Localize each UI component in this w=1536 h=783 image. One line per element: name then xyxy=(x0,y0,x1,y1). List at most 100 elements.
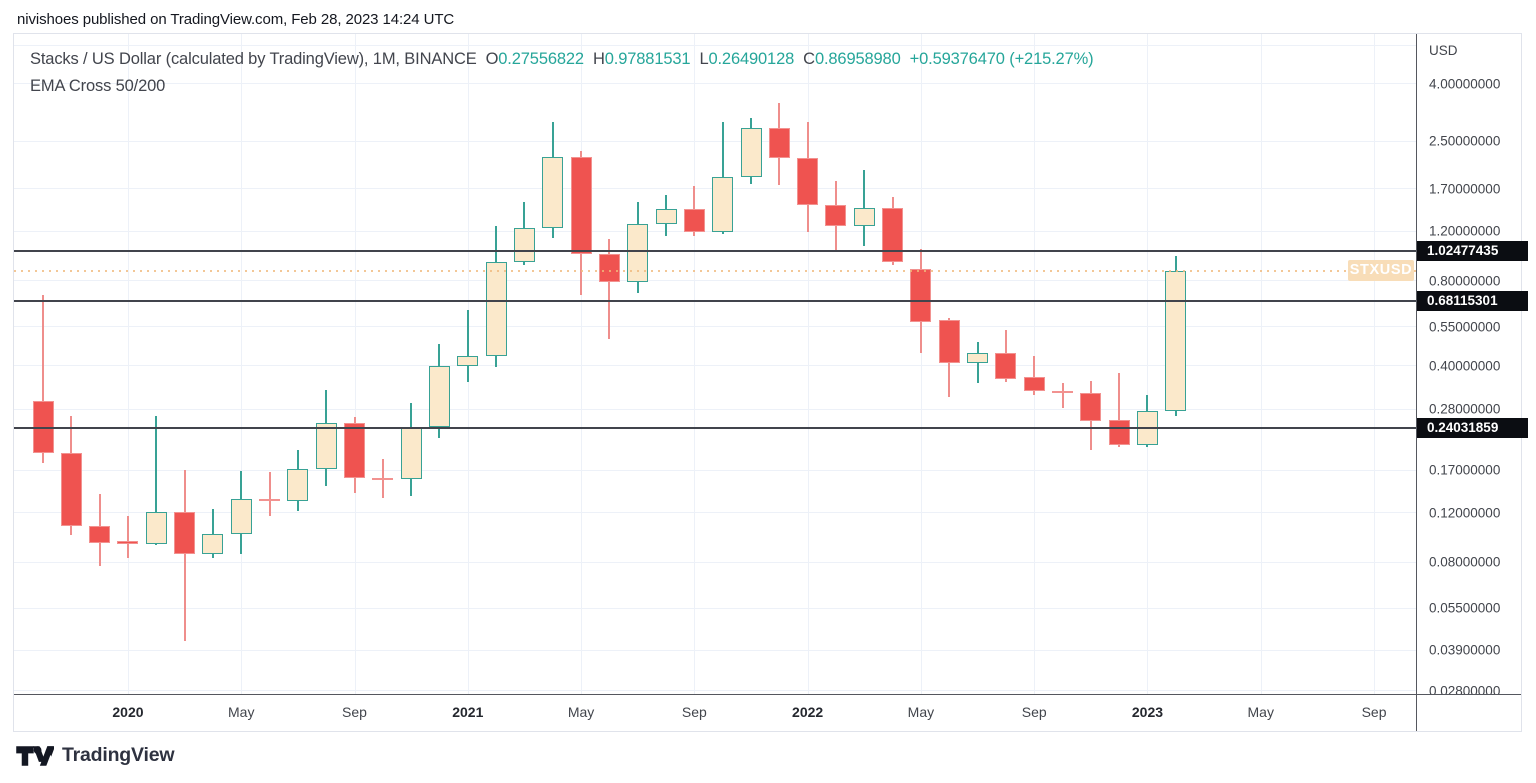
candle-wick xyxy=(42,295,44,464)
time-axis-label: May xyxy=(1247,704,1274,720)
price-axis-label: 0.40000000 xyxy=(1429,358,1501,374)
vertical-gridline xyxy=(1261,34,1262,694)
footer: TradingView xyxy=(16,744,175,767)
candle-body xyxy=(428,365,450,428)
candle-wick xyxy=(211,508,214,558)
candle-body xyxy=(174,511,196,554)
candle-body xyxy=(485,262,507,356)
horizontal-gridline xyxy=(14,280,1416,282)
price-axis-label: 0.80000000 xyxy=(1429,273,1501,289)
candle-body xyxy=(1052,390,1074,393)
time-axis-label: Sep xyxy=(342,704,367,720)
price-axis[interactable]: USD 4.00000000 2.50000000 1.70000000 1.2000… xyxy=(1416,34,1528,731)
candle-wick xyxy=(466,309,469,382)
vertical-gridline xyxy=(1374,34,1375,694)
candle-body xyxy=(570,156,592,254)
candle-wick xyxy=(268,471,271,516)
last-price-symbol-label: STXUSD xyxy=(1348,260,1414,282)
candle-body xyxy=(513,227,535,262)
horizontal-gridline xyxy=(14,408,1416,410)
ohlc-open: O0.27556822 xyxy=(485,50,585,68)
horizontal-gridline xyxy=(14,690,1416,692)
candle-body xyxy=(230,499,252,534)
horizontal-gridline xyxy=(14,607,1416,609)
vertical-gridline xyxy=(581,34,582,694)
candle-body xyxy=(344,423,366,479)
tradingview-logo-icon[interactable] xyxy=(16,745,54,767)
symbol-title[interactable]: Stacks / US Dollar (calculated by Tradin… xyxy=(30,50,477,68)
candle-wick xyxy=(126,515,129,558)
candle-body xyxy=(287,468,309,502)
vertical-gridline xyxy=(694,34,695,694)
horizontal-gridline xyxy=(14,561,1416,563)
price-axis-label: 0.28000000 xyxy=(1429,401,1501,417)
candle-body xyxy=(117,541,139,544)
price-level-line[interactable] xyxy=(14,299,1416,302)
horizontal-gridline xyxy=(14,649,1416,651)
price-level-badge: 0.68115301 xyxy=(1417,290,1528,311)
horizontal-gridline xyxy=(14,512,1416,514)
ohlc-low: L0.26490128 xyxy=(699,50,795,68)
time-axis-label: 2023 xyxy=(1131,704,1164,720)
candle-body xyxy=(627,223,649,283)
candle-body xyxy=(853,207,875,226)
indicator-legend[interactable]: EMA Cross 50/200 xyxy=(30,77,166,95)
vertical-gridline xyxy=(808,34,809,694)
chart-legend: Stacks / US Dollar (calculated by Tradin… xyxy=(30,46,1094,100)
horizontal-gridline xyxy=(14,326,1416,328)
time-axis-label: May xyxy=(567,704,595,720)
candle-body xyxy=(967,353,989,364)
price-axis-label: 0.08000000 xyxy=(1429,554,1501,570)
horizontal-gridline xyxy=(14,140,1416,142)
candle-body xyxy=(938,319,960,364)
candle-body xyxy=(683,208,705,233)
horizontal-gridline xyxy=(14,44,1416,46)
candle-wick xyxy=(1033,355,1036,396)
price-level-line[interactable] xyxy=(14,426,1416,429)
candle-body xyxy=(1080,392,1102,422)
candle-body xyxy=(882,207,904,263)
price-axis-label: 0.03900000 xyxy=(1429,642,1501,658)
horizontal-gridline xyxy=(14,83,1416,85)
candle-body xyxy=(740,127,762,177)
horizontal-gridline xyxy=(14,365,1416,367)
time-axis-label: 2022 xyxy=(792,704,824,720)
candle-body xyxy=(400,427,422,480)
ohlc-close: C0.86958980 xyxy=(803,50,901,68)
time-axis-label: May xyxy=(907,704,935,720)
time-axis-label: Sep xyxy=(1361,704,1387,720)
chart-pane[interactable]: Stacks / US Dollar (calculated by Tradin… xyxy=(14,34,1416,694)
candle-body xyxy=(825,204,847,226)
candle-body xyxy=(995,353,1017,380)
candle-body xyxy=(89,525,111,543)
currency-label: USD xyxy=(1429,43,1458,58)
candle-body xyxy=(598,253,620,283)
price-axis-label: 0.17000000 xyxy=(1429,462,1501,478)
candle-body xyxy=(768,127,790,158)
price-axis-label: 2.50000000 xyxy=(1429,133,1501,149)
time-axis-label: Sep xyxy=(681,704,707,720)
vertical-gridline xyxy=(921,34,922,694)
time-axis[interactable]: 2020 May Sep 2021 May Sep 2022 May Sep 2023 May Sep xyxy=(14,694,1521,731)
price-axis-label: 1.20000000 xyxy=(1429,223,1501,239)
time-axis-label: 2021 xyxy=(452,704,484,720)
candle-body xyxy=(1165,270,1187,412)
time-axis-label: Sep xyxy=(1021,704,1047,720)
axis-corner-divider xyxy=(1416,695,1417,731)
price-level-line[interactable] xyxy=(14,249,1416,252)
candle-body xyxy=(655,208,677,224)
candle-wick xyxy=(1118,372,1121,448)
vertical-gridline xyxy=(128,34,129,694)
chart-widget: Stacks / US Dollar (calculated by Tradin… xyxy=(13,33,1528,732)
candle-body xyxy=(315,423,337,469)
time-axis-label: May xyxy=(228,704,255,720)
candle-wick xyxy=(155,415,158,546)
price-level-badge: 0.24031859 xyxy=(1417,417,1528,438)
candle-wick xyxy=(608,239,611,340)
brand-name[interactable]: TradingView xyxy=(62,744,175,766)
price-axis-label: 0.12000000 xyxy=(1429,505,1501,521)
candle-body xyxy=(1108,420,1130,445)
candle-body xyxy=(457,355,479,366)
candle-body xyxy=(60,452,82,526)
